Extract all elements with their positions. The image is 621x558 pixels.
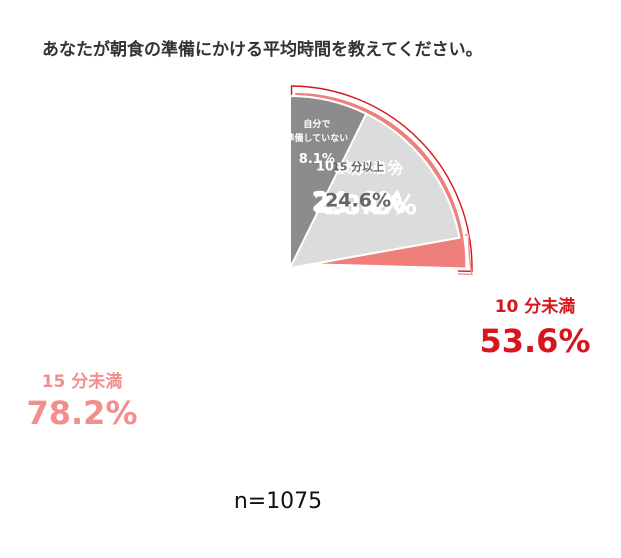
group-value: 53.6%: [479, 322, 590, 360]
group-brackets: [290, 85, 473, 276]
slice-category-label: 10 分〜14 分: [316, 159, 400, 175]
group-bracket-under-10: [290, 85, 473, 273]
chart-title: あなたが朝食の準備にかける平均時間を教えてください。: [42, 39, 483, 60]
slice-category-label: 15 分以上: [332, 160, 384, 174]
group-bracket-under-15: [454, 233, 473, 276]
slice-value-label: 24.6%: [311, 187, 405, 218]
slice-value-label: 8.1%: [299, 152, 335, 167]
group-label: 10 分未満: [495, 296, 576, 317]
slice-value-label: 24.6%: [325, 190, 391, 212]
slice-value-label: 25.4%: [313, 188, 407, 219]
pie-slice: [289, 94, 368, 269]
group-label: 15 分未満: [42, 371, 123, 392]
sample-size: n=1075: [234, 489, 322, 514]
group-value: 78.2%: [26, 394, 137, 432]
pie-slices: [289, 90, 468, 270]
slice-category-label: 5 分未満: [334, 160, 387, 176]
slice-category-label: 準備していない: [285, 132, 348, 144]
slice-labels: 5 分未満 25.4% 5 分〜9 分 28.2% 10 分〜14 分 24.6% 15 分…: [285, 118, 417, 221]
slice-value-label: 28.2%: [323, 190, 417, 221]
slice-category-label: 自分で: [303, 118, 330, 130]
slice-category-label: 5 分〜9 分: [337, 162, 403, 178]
